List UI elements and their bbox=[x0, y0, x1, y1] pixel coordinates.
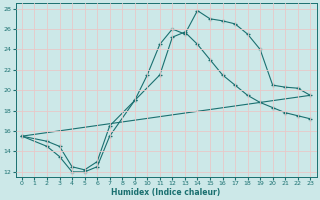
X-axis label: Humidex (Indice chaleur): Humidex (Indice chaleur) bbox=[111, 188, 221, 197]
